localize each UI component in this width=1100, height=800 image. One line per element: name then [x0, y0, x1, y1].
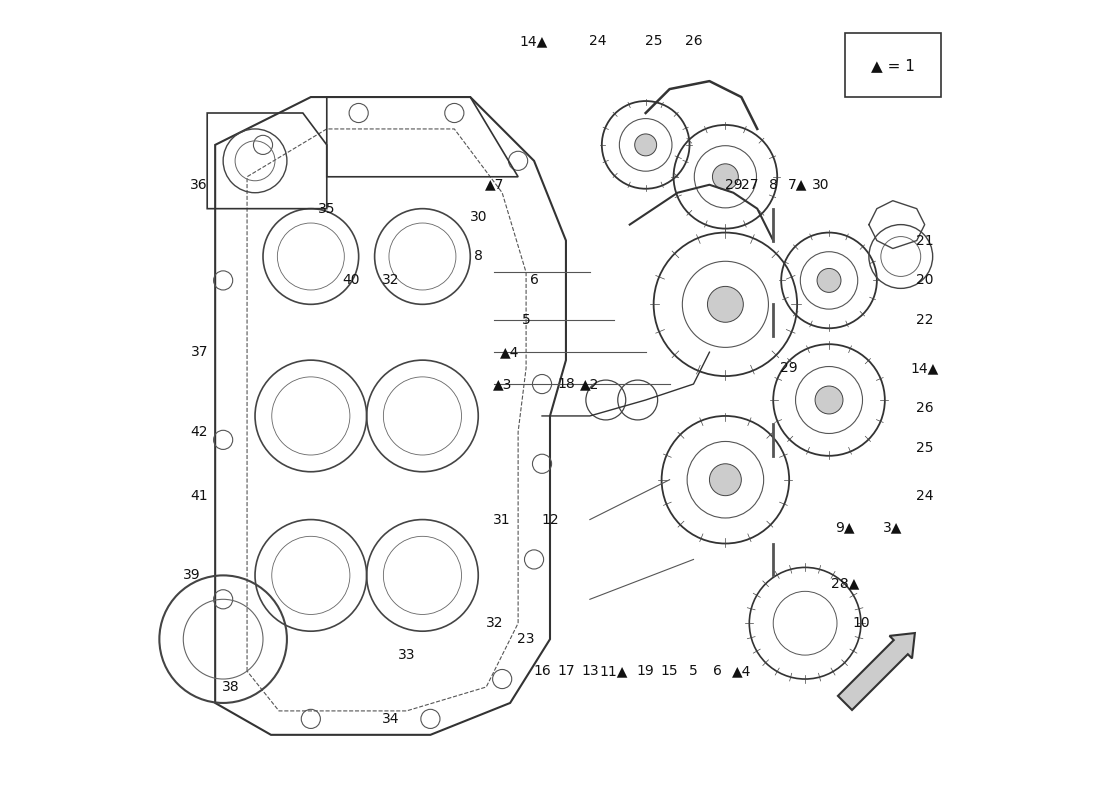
Text: 8: 8 — [769, 178, 778, 192]
Text: 6: 6 — [713, 664, 722, 678]
Text: 29: 29 — [780, 361, 798, 375]
Text: 21: 21 — [916, 234, 934, 247]
Text: 16: 16 — [534, 664, 551, 678]
Text: 8: 8 — [474, 250, 483, 263]
Text: 5: 5 — [521, 314, 530, 327]
Text: 27: 27 — [740, 178, 758, 192]
Text: 5: 5 — [689, 664, 697, 678]
Circle shape — [817, 269, 842, 292]
Text: 18: 18 — [557, 377, 575, 391]
Text: ▲7: ▲7 — [484, 178, 504, 192]
Text: 17: 17 — [557, 664, 575, 678]
Text: 30: 30 — [470, 210, 487, 224]
Text: ▲4: ▲4 — [500, 345, 520, 359]
Circle shape — [815, 386, 843, 414]
Text: 22: 22 — [916, 314, 934, 327]
Text: 14▲: 14▲ — [520, 34, 548, 48]
Text: 31: 31 — [494, 513, 512, 526]
Text: ▲ = 1: ▲ = 1 — [871, 58, 915, 73]
Text: 25: 25 — [916, 441, 934, 455]
Text: 14▲: 14▲ — [911, 361, 938, 375]
Text: ▲4: ▲4 — [732, 664, 751, 678]
Text: 32: 32 — [382, 274, 399, 287]
Text: 32: 32 — [485, 616, 503, 630]
Text: 7▲: 7▲ — [788, 178, 806, 192]
Text: 9▲: 9▲ — [835, 521, 855, 534]
Text: 26: 26 — [916, 401, 934, 415]
Text: 40: 40 — [342, 274, 360, 287]
Circle shape — [707, 286, 744, 322]
Text: 11▲: 11▲ — [600, 664, 628, 678]
Text: 41: 41 — [190, 489, 208, 502]
Text: 23: 23 — [517, 632, 535, 646]
Text: 30: 30 — [812, 178, 829, 192]
Text: 24: 24 — [916, 489, 934, 502]
Text: 13: 13 — [581, 664, 598, 678]
Text: 10: 10 — [852, 616, 870, 630]
FancyArrow shape — [838, 633, 915, 710]
Text: 36: 36 — [190, 178, 208, 192]
Text: 35: 35 — [318, 202, 336, 216]
Circle shape — [713, 164, 738, 190]
Text: 37: 37 — [190, 345, 208, 359]
Text: ▲2: ▲2 — [580, 377, 600, 391]
Text: 39: 39 — [183, 568, 200, 582]
Text: 3▲: 3▲ — [883, 521, 902, 534]
Text: 28▲: 28▲ — [830, 576, 859, 590]
Text: 19: 19 — [637, 664, 654, 678]
Text: 29: 29 — [725, 178, 742, 192]
Text: 38: 38 — [222, 680, 240, 694]
Text: 12: 12 — [541, 513, 559, 526]
Text: 33: 33 — [398, 648, 416, 662]
Text: 42: 42 — [190, 425, 208, 439]
Circle shape — [710, 464, 741, 496]
Circle shape — [635, 134, 657, 156]
Text: 26: 26 — [684, 34, 702, 48]
Text: 24: 24 — [590, 34, 606, 48]
Text: 20: 20 — [916, 274, 934, 287]
Text: 6: 6 — [529, 274, 539, 287]
Text: ▲3: ▲3 — [493, 377, 512, 391]
Text: 25: 25 — [645, 34, 662, 48]
Text: 34: 34 — [382, 712, 399, 726]
Text: 15: 15 — [661, 664, 679, 678]
